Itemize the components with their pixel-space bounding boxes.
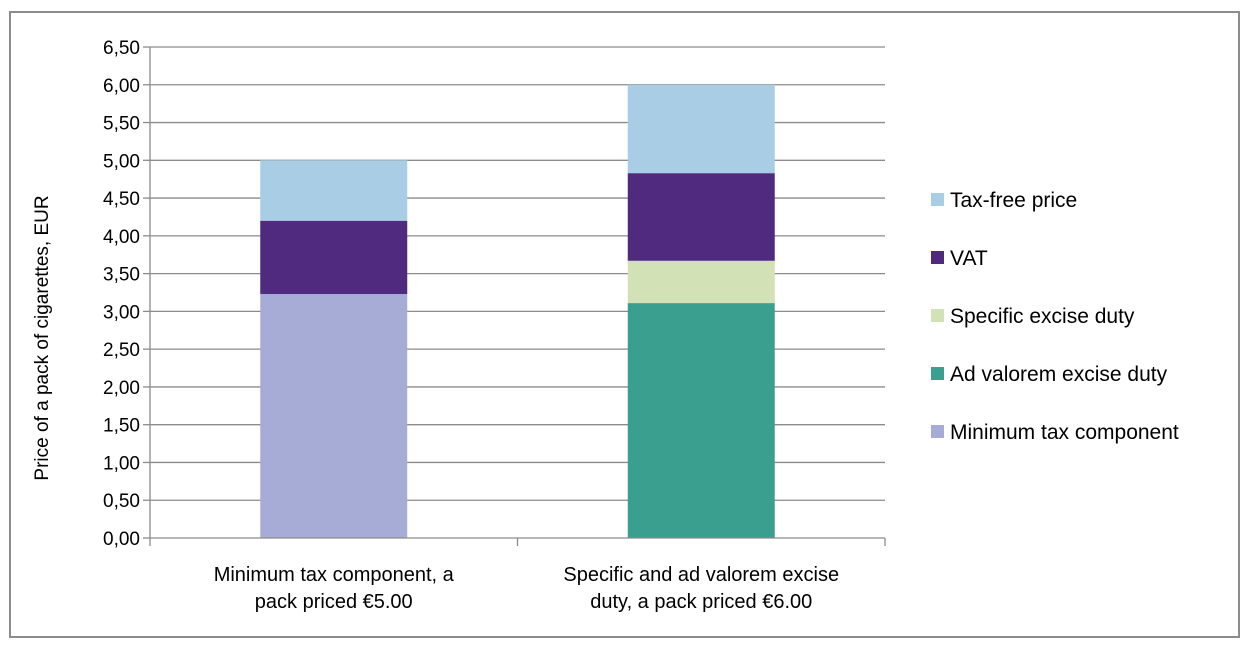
bar-segment xyxy=(627,84,775,174)
bar-segment xyxy=(627,173,775,261)
legend-swatch xyxy=(931,425,944,438)
y-tick-label: 5,50 xyxy=(103,114,140,135)
bar-segment xyxy=(627,260,775,304)
x-category-label: pack priced €5.00 xyxy=(255,591,413,613)
y-tick-label: 6,50 xyxy=(103,38,140,59)
legend-swatch xyxy=(931,367,944,380)
legend-label: Specific excise duty xyxy=(950,305,1135,328)
bar-segment xyxy=(260,160,408,221)
y-tick-label: 3,00 xyxy=(103,302,140,323)
axes: 0,00 0,50 1,00 1,50 2,00 2,50 3,00 3,50 4,00 4,50… xyxy=(103,38,886,613)
y-tick-label: 1,50 xyxy=(103,416,140,437)
y-tick-label: 0,00 xyxy=(103,529,140,550)
y-tick-label: 6,00 xyxy=(103,76,140,97)
bar-segment xyxy=(627,303,775,538)
x-category-label: Specific and ad valorem excise xyxy=(563,564,839,586)
y-tick-label: 4,00 xyxy=(103,227,140,248)
chart-frame xyxy=(9,11,1240,638)
legend-label: Tax-free price xyxy=(950,189,1077,212)
bar-segment xyxy=(260,294,408,538)
legend-label: VAT xyxy=(950,247,988,270)
legend-swatch xyxy=(931,251,944,264)
y-tick-label: 2,00 xyxy=(103,378,140,399)
legend-swatch xyxy=(931,193,944,206)
legend-label: Ad valorem excise duty xyxy=(950,363,1168,386)
bars xyxy=(260,84,775,538)
x-category-label: duty, a pack priced €6.00 xyxy=(590,591,812,613)
bar-segment xyxy=(260,220,408,295)
legend-swatch xyxy=(931,309,944,322)
y-tick-label: 4,50 xyxy=(103,189,140,210)
y-tick-label: 0,50 xyxy=(103,491,140,512)
y-axis-title: Price of a pack of cigarettes, EUR xyxy=(32,195,53,480)
x-category-label: Minimum tax component, a xyxy=(214,564,455,586)
y-tick-label: 5,00 xyxy=(103,151,140,172)
y-tick-label: 2,50 xyxy=(103,340,140,361)
y-tick-label: 1,00 xyxy=(103,453,140,474)
legend: Tax-free price VAT Specific excise duty Ad … xyxy=(931,189,1179,444)
legend-label: Minimum tax component xyxy=(950,421,1179,444)
y-tick-label: 3,50 xyxy=(103,265,140,286)
